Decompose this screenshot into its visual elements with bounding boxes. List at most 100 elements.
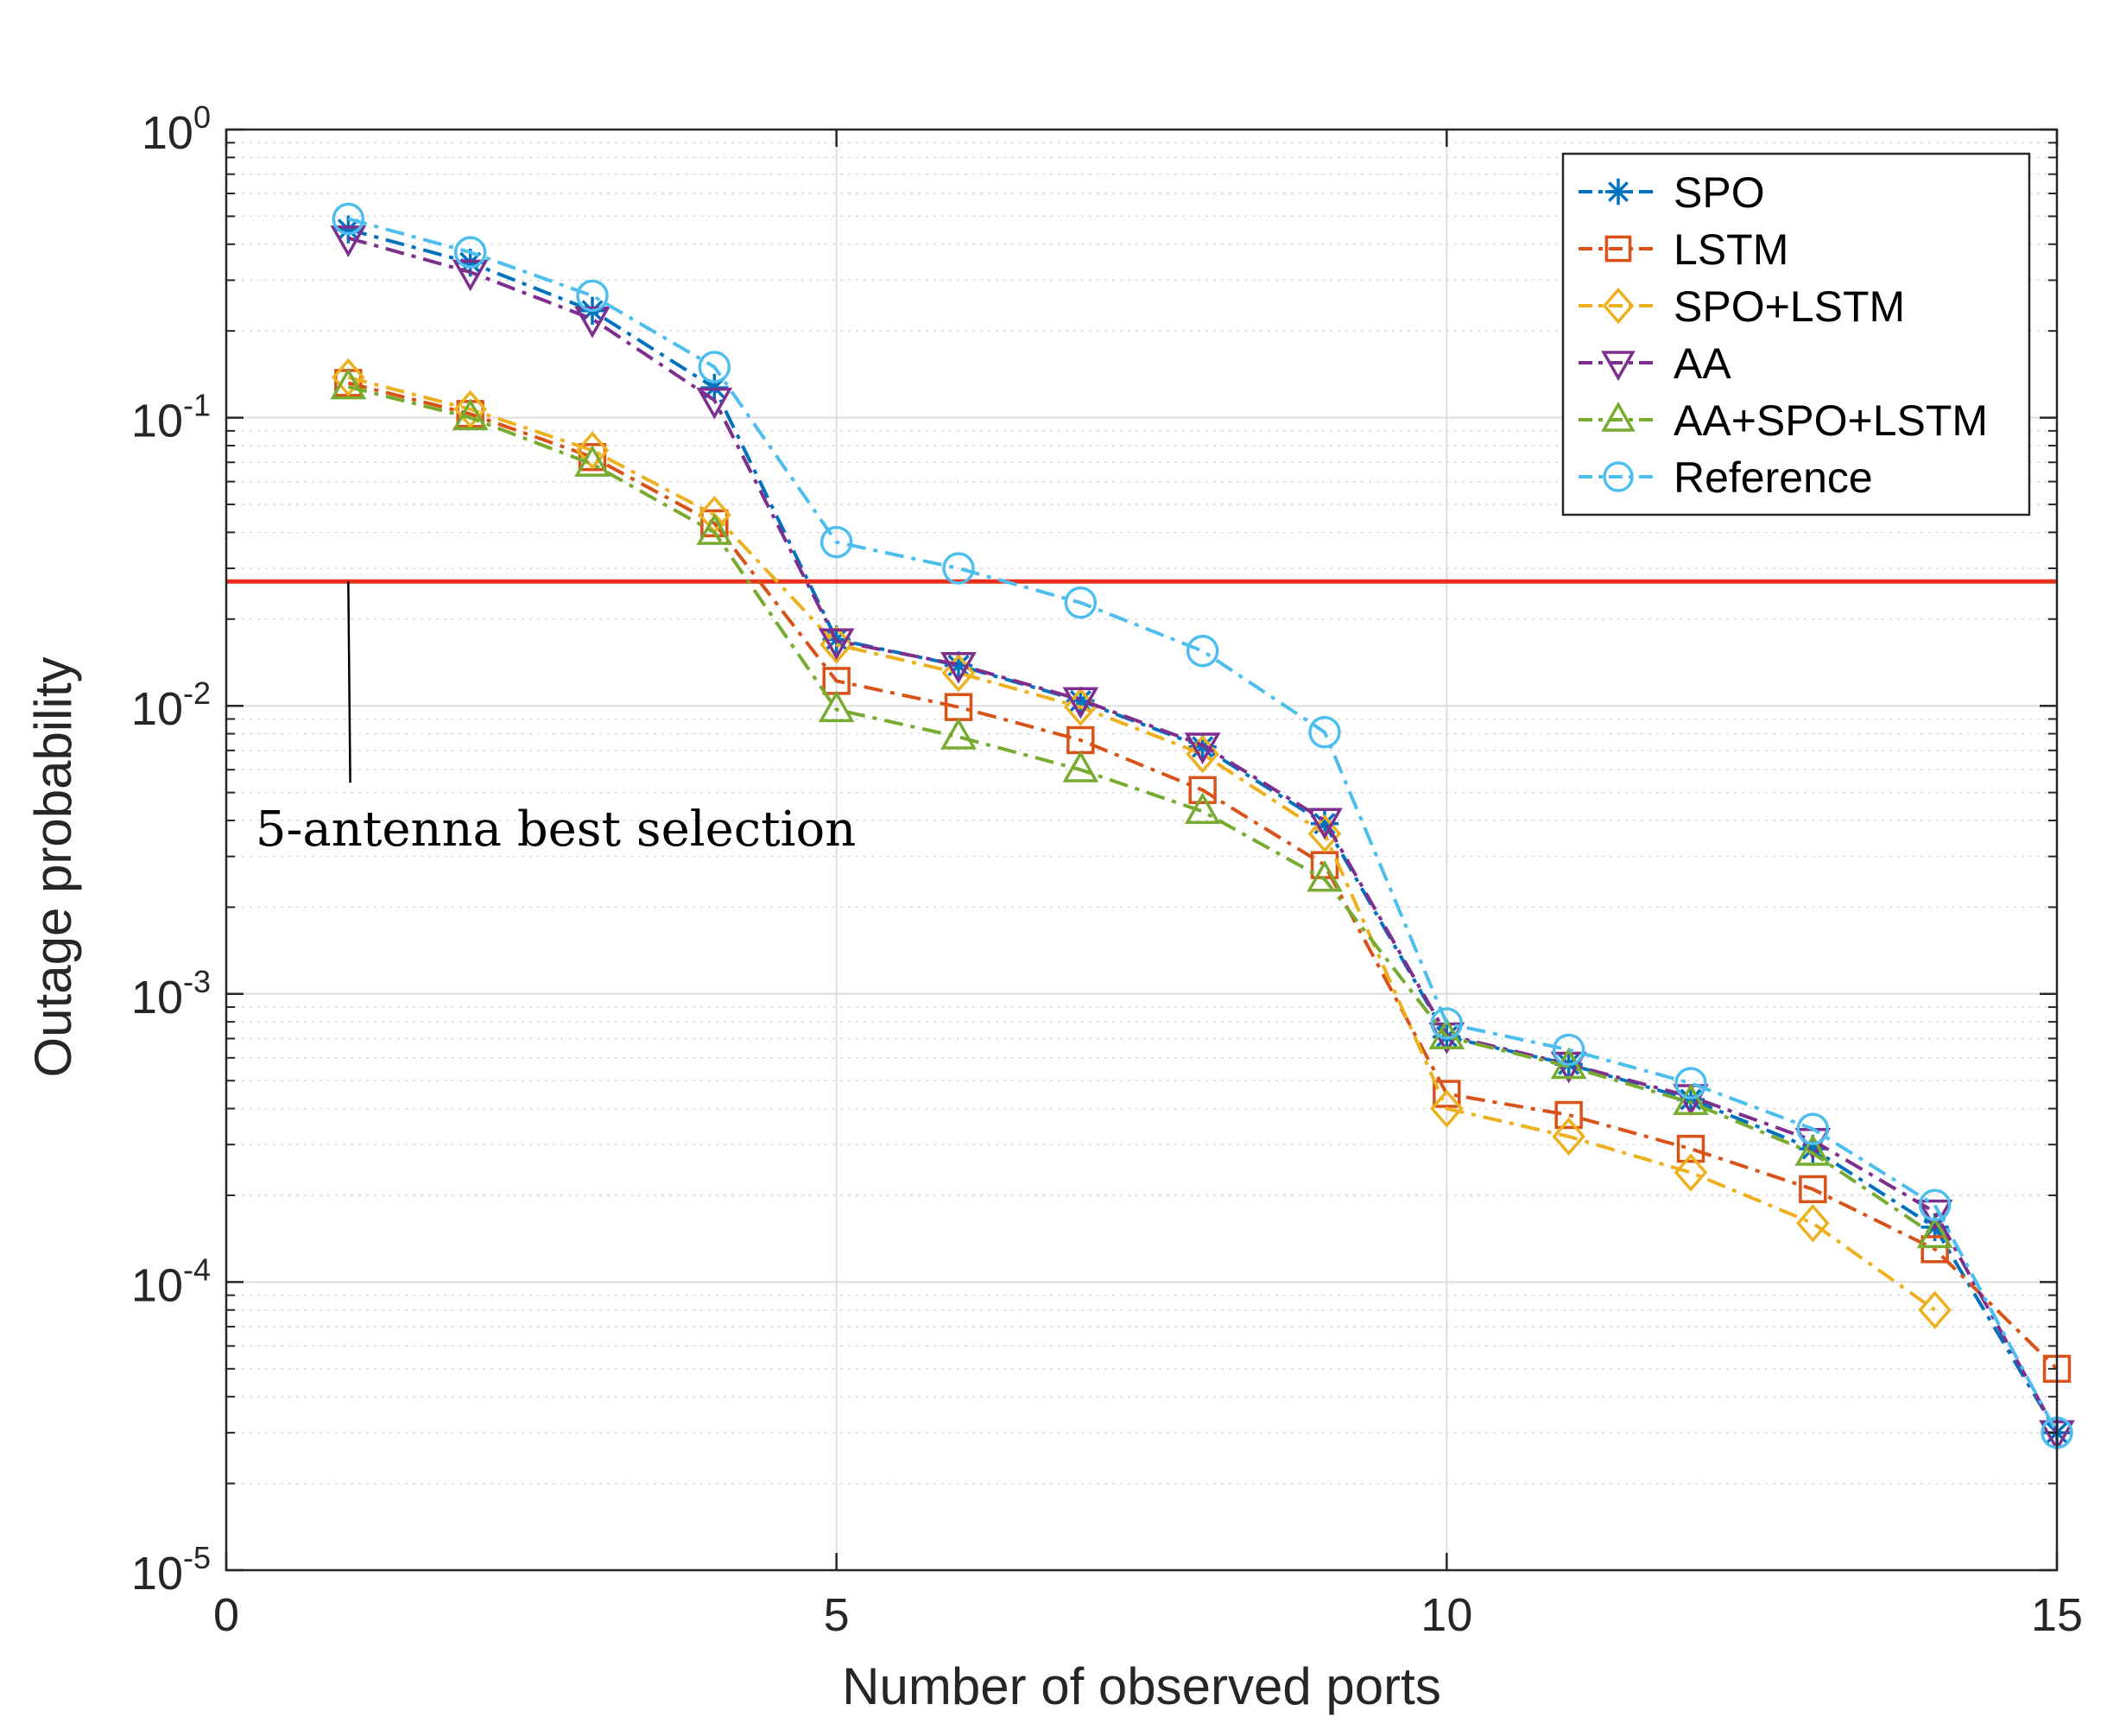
x-tick-label: 5 <box>824 1589 850 1641</box>
diamond-marker <box>1602 287 1635 325</box>
triangle-down-marker <box>940 651 977 684</box>
triangle-down-marker <box>574 306 611 339</box>
triangle-down-marker <box>452 259 489 292</box>
triangle-up-marker <box>330 367 367 400</box>
legend: SPO LSTM SPO+LSTM AA AA+SPO+LSTM Reference <box>1561 152 2031 516</box>
square-marker <box>1920 1235 1949 1264</box>
y-tick-label: 10-2 <box>131 675 211 735</box>
y-tick-labels: 100 10-1 10-2 10-3 10-4 10-5 <box>131 99 211 1600</box>
y-tick-label: 100 <box>142 99 211 159</box>
x-axis-title: Number of observed ports <box>842 1657 1441 1715</box>
legend-item-lstm: LSTM <box>1579 225 1788 274</box>
star-marker-stroke <box>1608 181 1629 202</box>
triangle-up-marker <box>1307 859 1343 892</box>
circle-marker <box>942 552 975 585</box>
y-tick-label: 10-3 <box>131 964 211 1023</box>
triangle-up-marker <box>574 445 611 477</box>
triangle-down-marker <box>818 628 855 661</box>
circle-marker <box>1603 461 1634 492</box>
circle-marker <box>1308 715 1341 749</box>
diamond-marker <box>1918 1290 1952 1329</box>
triangle-down-marker <box>1184 732 1221 765</box>
series-reference <box>332 202 2073 1449</box>
legend-label: LSTM <box>1674 225 1788 274</box>
triangle-up-marker <box>1062 750 1099 782</box>
series-line-spo-lstm <box>347 376 1936 1312</box>
triangle-down-marker <box>1601 351 1636 382</box>
triangle-down-marker <box>1062 687 1099 719</box>
series-line-lstm <box>347 381 2059 1371</box>
triangle-down-marker <box>330 225 367 257</box>
star-marker <box>1604 178 1632 206</box>
series-line-aa <box>347 236 2059 1434</box>
triangle-up-marker <box>1673 1083 1709 1115</box>
diamond-marker <box>1552 1117 1585 1156</box>
triangle-up-marker <box>1794 1133 1832 1166</box>
legend-item-aa-spo-lstm: AA+SPO+LSTM <box>1579 396 1988 445</box>
y-axis-title: Outage probability <box>24 657 82 1078</box>
circle-marker <box>1674 1067 1707 1099</box>
star-marker-stroke <box>1680 1088 1702 1111</box>
legend-item-aa: AA <box>1579 339 1731 388</box>
y-tick-label: 10-5 <box>131 1540 211 1600</box>
legend-label: AA+SPO+LSTM <box>1674 396 1988 445</box>
circle-marker <box>819 525 853 559</box>
annotation-layer: 5-antenna best selection <box>256 581 857 858</box>
triangle-up-marker <box>696 513 733 545</box>
circle-marker <box>332 202 365 236</box>
x-tick-label: 0 <box>213 1589 239 1641</box>
plot-frame <box>225 128 2059 1572</box>
diamond-marker <box>1186 734 1219 774</box>
triangle-down-marker <box>1916 1199 1953 1232</box>
triangle-up-marker <box>1916 1216 1953 1249</box>
square-marker <box>1799 1175 1827 1204</box>
annotation-text: 5-antenna best selection <box>256 801 857 858</box>
circle-marker <box>1430 1007 1464 1040</box>
legend-label: AA <box>1674 339 1731 388</box>
circle-marker <box>1186 634 1219 668</box>
star-marker <box>1676 1085 1705 1114</box>
square-marker <box>1676 1134 1705 1163</box>
x-tick-label: 10 <box>1420 1589 1472 1641</box>
series-lstm <box>334 369 2072 1384</box>
legend-item-spo-lstm: SPO+LSTM <box>1579 282 1905 331</box>
diamond-marker <box>1674 1153 1708 1192</box>
circle-marker <box>1918 1188 1952 1222</box>
triangle-down-marker <box>1307 808 1343 840</box>
circle-marker <box>576 279 609 313</box>
x-tick-label: 15 <box>2031 1589 2083 1641</box>
square-marker <box>1188 776 1217 804</box>
triangle-down-marker <box>696 387 733 420</box>
diamond-marker <box>453 390 487 429</box>
diamond-marker <box>332 358 365 397</box>
legend-item-spo: SPO <box>1579 168 1765 217</box>
square-marker <box>700 509 729 538</box>
legend-label: SPO <box>1674 168 1765 217</box>
circle-marker <box>453 236 487 269</box>
square-marker <box>1433 1080 1461 1108</box>
triangle-up-marker <box>940 717 977 750</box>
series-aa-spo-lstm <box>330 367 1953 1249</box>
triangle-up-marker <box>818 690 855 723</box>
triangle-up-marker <box>452 398 489 431</box>
circle-marker <box>698 351 731 383</box>
circle-marker <box>1064 586 1098 619</box>
series-layer <box>330 202 2075 1453</box>
series-line-reference <box>347 217 2059 1434</box>
diamond-marker <box>1796 1204 1830 1243</box>
circle-marker <box>1552 1033 1585 1067</box>
legend-box <box>1561 152 2031 516</box>
legend-label: SPO+LSTM <box>1674 282 1905 331</box>
annotation-pointer-line <box>347 581 351 783</box>
diamond-marker <box>575 431 610 470</box>
diamond-marker <box>1430 1089 1464 1128</box>
x-tick-labels: 0 5 10 15 <box>213 1589 2083 1641</box>
square-marker <box>1604 235 1632 263</box>
y-tick-label: 10-4 <box>131 1251 211 1311</box>
diamond-marker <box>941 653 976 693</box>
tick-marks <box>225 128 2059 1572</box>
diamond-marker <box>1307 814 1342 853</box>
star-marker-stroke <box>337 219 359 241</box>
y-tick-label: 10-1 <box>131 388 211 447</box>
